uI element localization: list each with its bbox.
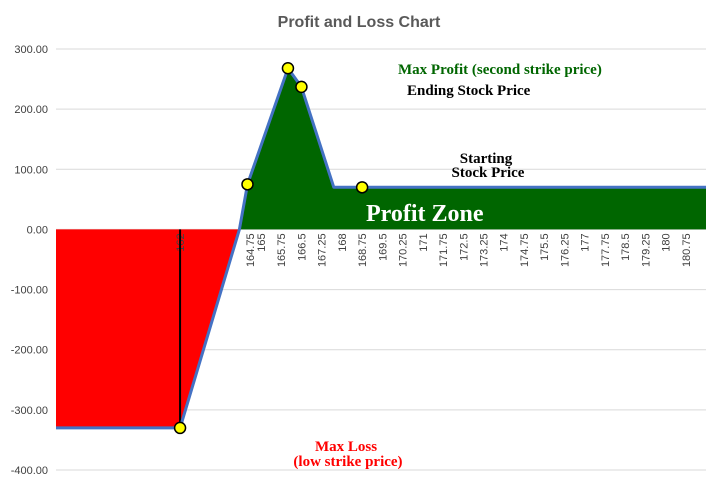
x-tick-label: 178.5	[620, 233, 632, 261]
starting-stock-marker	[355, 181, 369, 194]
x-tick-label: 172.5	[458, 233, 470, 261]
starting-stock-label-line2: Stock Price	[452, 165, 525, 181]
y-tick-label: 0.00	[27, 224, 48, 236]
max-loss-label-line1: Max Loss	[315, 439, 377, 455]
max-loss-marker	[173, 421, 187, 435]
x-tick-label: 180.75	[681, 233, 693, 267]
max-profit-marker	[281, 61, 295, 75]
x-tick-label: 168.75	[357, 233, 369, 267]
ending-stock-marker	[295, 80, 308, 94]
x-tick-label: 179.25	[640, 233, 652, 267]
x-tick-label: 170.25	[398, 233, 410, 267]
y-tick-label: -400.00	[11, 465, 48, 477]
x-tick-label: 173.25	[479, 233, 491, 267]
y-tick-label: -100.00	[11, 285, 48, 297]
max-profit-label: Max Profit (second strike price)	[398, 62, 602, 78]
x-tick-label: 167.25	[317, 233, 329, 267]
y-tick-label: -300.00	[11, 405, 48, 417]
starting-stock-label-line1: Starting	[460, 151, 513, 167]
x-tick-label: 171	[418, 233, 430, 251]
chart-title: Profit and Loss Chart	[278, 14, 441, 31]
pnl-line	[56, 66, 706, 430]
loss-area	[56, 229, 240, 428]
profit-area	[239, 68, 706, 230]
x-tick-label: 174	[499, 233, 511, 251]
y-tick-label: -200.00	[11, 345, 48, 357]
x-tick-label: 175.5	[539, 233, 551, 261]
x-tick-label: 165	[256, 233, 268, 251]
x-tick-label: 165.75	[276, 233, 288, 267]
x-tick-label: 168	[337, 233, 349, 251]
x-tick-label: 180	[661, 233, 673, 251]
y-tick-label: 100.00	[14, 164, 48, 176]
x-tick-label: 169.5	[377, 233, 389, 261]
line-layer	[56, 66, 706, 430]
ending-stock-label: Ending Stock Price	[407, 83, 531, 99]
x-tick-label: 177.75	[600, 233, 612, 267]
x-tick-label: 177	[580, 233, 592, 251]
profit-zone-label: Profit Zone	[366, 201, 484, 227]
x-tick-label: 176.25	[559, 233, 571, 267]
x-tick-label: 166.5	[296, 233, 308, 261]
start-profit-marker	[241, 178, 254, 191]
x-tick-label: 162	[175, 233, 187, 251]
x-tick-label: 164.75	[245, 233, 257, 267]
x-tick-label: 174.75	[519, 233, 531, 267]
y-tick-label: 200.00	[14, 104, 48, 116]
max-loss-label-line2: (low strike price)	[293, 454, 402, 470]
marker-layer	[173, 61, 369, 435]
y-tick-label: 300.00	[14, 44, 48, 56]
x-tick-label: 171.75	[438, 233, 450, 267]
